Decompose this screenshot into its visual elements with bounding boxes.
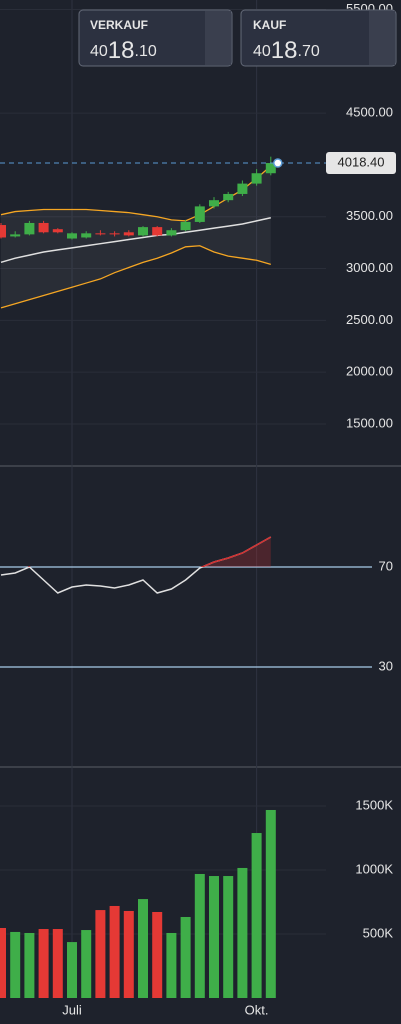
y-tick-label: 3000.00 bbox=[346, 260, 393, 275]
quote-label: KAUF bbox=[253, 18, 286, 32]
candle-body bbox=[0, 225, 6, 238]
y-tick-label: 3500.00 bbox=[346, 208, 393, 223]
candle-body bbox=[10, 234, 21, 237]
volume-bar bbox=[38, 929, 49, 998]
overbought-line bbox=[27, 536, 272, 567]
candle-body bbox=[81, 233, 92, 238]
y-tick-label: 2000.00 bbox=[346, 364, 393, 379]
candle-body bbox=[24, 222, 35, 235]
last-price-dot bbox=[273, 158, 283, 168]
middle-line bbox=[0, 217, 271, 264]
candle-body bbox=[194, 206, 205, 222]
volume-bar bbox=[67, 942, 77, 998]
candle-body bbox=[223, 193, 234, 201]
candle-body bbox=[138, 227, 148, 236]
quotes: VERKAUF 4018.10 KAUF 4018.70 bbox=[78, 9, 397, 67]
volume-bar bbox=[0, 927, 6, 998]
price-prefix: 40 bbox=[90, 43, 108, 60]
quote-box[interactable] bbox=[240, 9, 397, 67]
y-tick-label: 1500.00 bbox=[346, 415, 393, 430]
volume-bar bbox=[265, 809, 276, 998]
y-tick-label: 70 bbox=[379, 558, 393, 573]
y-tick-label: 30 bbox=[379, 658, 393, 673]
candle-body bbox=[209, 200, 219, 207]
overbought-area bbox=[1, 537, 271, 567]
candle-body bbox=[109, 233, 120, 235]
price-suffix: .70 bbox=[298, 43, 320, 60]
volume-bar bbox=[109, 905, 120, 998]
volume-bar bbox=[251, 833, 262, 998]
candle-body bbox=[52, 229, 63, 233]
candle-body bbox=[237, 183, 248, 194]
quote-price: 4018.70 bbox=[253, 37, 320, 64]
y-tick-label: 4500.00 bbox=[346, 105, 393, 120]
candle-body bbox=[180, 221, 191, 231]
y-tick-label: 1500K bbox=[355, 797, 393, 812]
candle-body bbox=[251, 173, 262, 184]
sell-quote[interactable]: VERKAUF 4018.10 bbox=[78, 9, 233, 67]
price-main: 18 bbox=[108, 37, 135, 64]
price-suffix: .10 bbox=[135, 43, 157, 60]
candle-body bbox=[95, 233, 106, 235]
volume-bar bbox=[166, 932, 177, 998]
x-tick-label: Okt. bbox=[245, 1002, 269, 1017]
volume-bar bbox=[194, 873, 205, 998]
candle-body bbox=[265, 163, 276, 174]
volume-bar bbox=[237, 867, 248, 998]
volume-bar bbox=[209, 876, 219, 998]
quote-stripe bbox=[369, 11, 395, 65]
volume-bar bbox=[180, 916, 191, 998]
candle-body bbox=[123, 232, 134, 236]
y-tick-label: 1000K bbox=[355, 861, 393, 876]
volume-bar bbox=[152, 911, 163, 998]
price-main: 18 bbox=[271, 37, 298, 64]
volume-bar bbox=[52, 929, 63, 998]
volume-bar bbox=[223, 876, 234, 998]
candle-body bbox=[152, 227, 163, 236]
volume-bar bbox=[81, 930, 92, 998]
candle-body bbox=[166, 230, 177, 236]
volume-bar bbox=[95, 910, 106, 998]
candle-body bbox=[67, 233, 77, 239]
volume-bar bbox=[123, 910, 134, 998]
quote-price: 4018.10 bbox=[90, 37, 157, 64]
lower-line bbox=[0, 245, 271, 309]
candle-body bbox=[38, 222, 49, 233]
x-tick-label: Juli bbox=[62, 1002, 82, 1017]
price-prefix: 40 bbox=[253, 43, 271, 60]
band-area bbox=[1, 165, 271, 308]
last-price-label: 4018.40 bbox=[338, 154, 385, 169]
last-price-box bbox=[326, 152, 396, 175]
quote-label: VERKAUF bbox=[90, 18, 148, 32]
volume-bar bbox=[24, 932, 35, 998]
volume-bar bbox=[138, 899, 148, 998]
volume-bar bbox=[10, 931, 21, 998]
y-tick-label: 500K bbox=[363, 925, 394, 940]
buy-quote[interactable]: KAUF 4018.70 bbox=[240, 9, 397, 67]
quote-stripe bbox=[205, 11, 231, 65]
quote-box[interactable] bbox=[78, 9, 233, 67]
y-tick-label: 2500.00 bbox=[346, 312, 393, 327]
